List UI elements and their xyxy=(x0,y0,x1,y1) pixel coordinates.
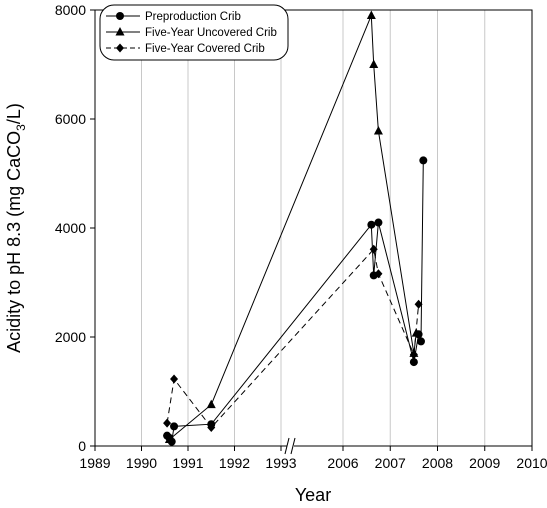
legend-label: Five-Year Uncovered Crib xyxy=(145,27,277,39)
axis-break-gap xyxy=(287,437,294,455)
series-line xyxy=(166,248,420,429)
x-tick-label: 2006 xyxy=(327,455,358,471)
x-axis-title: Year xyxy=(295,485,331,505)
grid-lines xyxy=(141,10,486,446)
legend-label: Five-Year Covered Crib xyxy=(145,43,265,55)
data-point xyxy=(207,422,216,432)
axis-break-slash xyxy=(284,437,290,455)
data-point xyxy=(163,418,172,428)
data-point xyxy=(170,422,179,431)
x-tick-label: 2007 xyxy=(375,455,406,471)
x-tick-label: 2009 xyxy=(469,455,500,471)
axis-break-slash xyxy=(290,437,296,455)
legend-label: Preproduction Crib xyxy=(145,11,241,23)
data-point xyxy=(374,269,383,279)
data-point xyxy=(409,358,418,367)
series-2 xyxy=(164,10,421,443)
x-tick-label: 1993 xyxy=(265,455,296,471)
data-point xyxy=(369,244,378,254)
data-point xyxy=(164,434,174,443)
x-axis-break xyxy=(284,437,296,455)
y-tick-label: 6000 xyxy=(55,111,86,127)
data-point xyxy=(416,337,425,346)
series-3 xyxy=(163,244,423,432)
x-tick-label: 2010 xyxy=(516,455,547,471)
data-point xyxy=(367,220,376,229)
data-point xyxy=(369,59,379,68)
y-tick-label: 0 xyxy=(78,438,86,454)
series-layer xyxy=(163,10,428,446)
y-axis-title: Acidity to pH 8.3 (mg CaCO3/L) xyxy=(4,103,28,353)
x-tick-label: 1992 xyxy=(219,455,250,471)
axes: 1989 1990 1991 1992 1993 2006 2007 2008 2009 2010… xyxy=(55,2,547,471)
data-point xyxy=(366,10,376,19)
data-point xyxy=(374,218,383,227)
x-tick-label: 1990 xyxy=(126,455,157,471)
legend-marker xyxy=(116,12,124,20)
legend-marker xyxy=(116,43,124,53)
y-tick-label: 2000 xyxy=(55,329,86,345)
plot-frame xyxy=(94,9,533,447)
y-axis-title-main: Acidity to pH 8.3 (mg CaCO xyxy=(4,131,24,353)
data-point xyxy=(373,125,383,135)
legend-marker xyxy=(115,27,125,36)
legend-box xyxy=(99,4,289,61)
y-axis-title-subscript: 3 xyxy=(14,124,28,131)
series-line xyxy=(166,160,424,444)
y-axis-title-unit: /L) xyxy=(4,103,24,124)
data-point xyxy=(206,399,216,409)
x-tick-label: 1989 xyxy=(79,455,110,471)
y-tick-label: 8000 xyxy=(55,2,86,18)
legend: Preproduction Crib Five-Year Uncovered Cr… xyxy=(99,4,289,61)
data-point xyxy=(414,299,423,309)
data-point xyxy=(419,156,428,165)
y-tick-label: 4000 xyxy=(55,220,86,236)
data-point xyxy=(409,349,418,359)
x-tick-label: 1991 xyxy=(172,455,203,471)
x-tick-label: 2008 xyxy=(422,455,453,471)
data-point xyxy=(170,374,179,384)
